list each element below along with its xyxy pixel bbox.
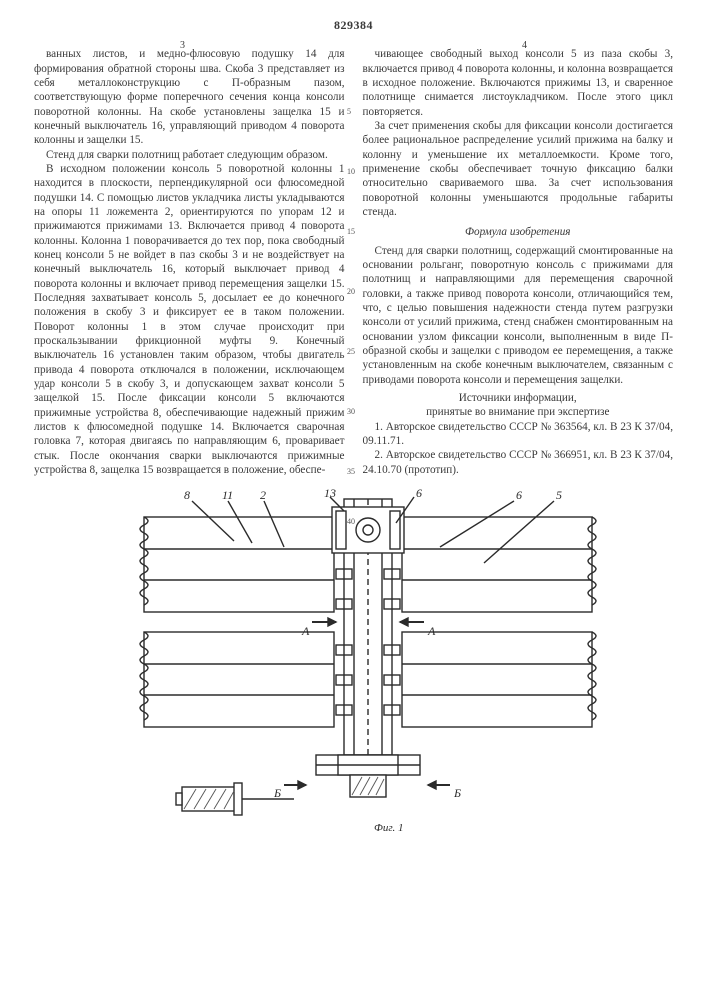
ref-8: 8	[184, 488, 190, 502]
plate-bottom-right	[402, 632, 596, 727]
ref-11: 11	[222, 488, 233, 502]
page: 829384 3 4 5 10 15 20 25 30 35 40 ванных…	[0, 0, 707, 1000]
ref-6: 6	[516, 488, 522, 502]
sources-heading: Источники информации, принятые во вниман…	[363, 391, 674, 420]
line-mark: 15	[347, 228, 355, 236]
ref-6: 6	[416, 487, 422, 500]
source-item: 1. Авторское свидетельство СССР № 363564…	[363, 420, 674, 449]
column-left: ванных листов, и медно-флюсовую подушку …	[34, 47, 345, 477]
ref-13: 13	[324, 487, 336, 500]
line-mark: 30	[347, 408, 355, 416]
paragraph: За счет применения скобы для фиксации ко…	[363, 119, 674, 219]
formula-text: Стенд для сварки полотнищ, содержащий см…	[363, 244, 674, 387]
plate-top-right	[402, 517, 596, 612]
paragraph: Стенд для сварки полотнищ работает следу…	[34, 148, 345, 162]
ref-5: 5	[556, 488, 562, 502]
ref-2: 2	[260, 488, 266, 502]
plate-top-left	[140, 517, 334, 612]
line-mark: 20	[347, 288, 355, 296]
ref-A: A	[301, 624, 310, 638]
ref-B: Б	[273, 786, 281, 800]
figure-label: Фиг. 1	[374, 822, 404, 834]
paragraph: В исходном положении консоль 5 поворотно…	[34, 162, 345, 477]
line-mark: 35	[347, 468, 355, 476]
patent-figure: 8 11 2 13 6 6 5 A A Б Б Фиг. 1	[34, 487, 673, 857]
ref-B: Б	[453, 786, 461, 800]
line-mark: 40	[347, 518, 355, 526]
page-number-left: 3	[180, 40, 185, 53]
line-mark: 5	[347, 108, 351, 116]
doc-number: 829384	[34, 18, 673, 33]
paragraph: чивающее свободный выход консоли 5 из па…	[363, 47, 674, 119]
column-right: чивающее свободный выход консоли 5 из па…	[363, 47, 674, 477]
figure-svg: 8 11 2 13 6 6 5 A A Б Б Фиг. 1	[84, 487, 624, 857]
formula-heading: Формула изобретения	[363, 225, 674, 239]
line-mark: 10	[347, 168, 355, 176]
line-mark: 25	[347, 348, 355, 356]
plate-bottom-left	[140, 632, 334, 727]
ref-A: A	[427, 624, 436, 638]
page-number-right: 4	[522, 40, 527, 53]
paragraph: ванных листов, и медно-флюсовую подушку …	[34, 47, 345, 147]
source-item: 2. Авторское свидетельство СССР № 366951…	[363, 448, 674, 477]
